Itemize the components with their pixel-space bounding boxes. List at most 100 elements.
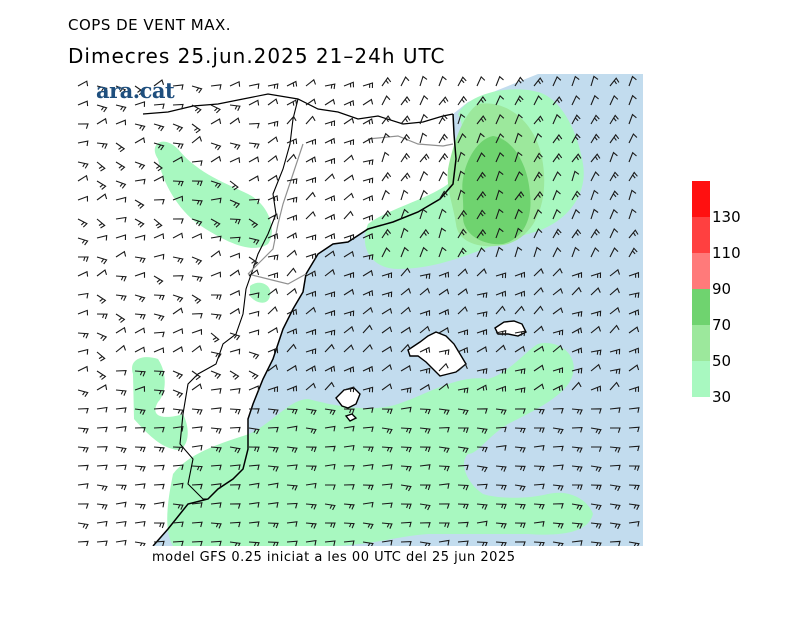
wind-barb	[343, 386, 355, 393]
wind-barb	[495, 246, 504, 258]
wind-barb	[115, 294, 127, 301]
wind-barb	[495, 305, 506, 315]
wind-barb	[134, 370, 146, 377]
wind-barb	[210, 155, 222, 163]
wind-barb	[324, 83, 336, 90]
wind-barb	[248, 122, 260, 129]
wind-barb	[438, 288, 450, 296]
wind-barb	[324, 365, 336, 372]
wind-barb	[305, 306, 317, 315]
wind-barb	[400, 427, 412, 434]
wind-barb	[324, 503, 336, 511]
wind-barb	[457, 464, 469, 471]
wind-barb	[552, 267, 563, 277]
wind-barb	[115, 275, 127, 282]
wind-barb	[153, 522, 165, 529]
wind-barb	[381, 76, 392, 87]
wind-barb	[400, 541, 412, 546]
wind-barb	[172, 142, 184, 149]
wind-barb	[381, 151, 390, 163]
wind-barb	[571, 367, 583, 374]
wind-barb	[134, 503, 146, 510]
wind-barb	[267, 502, 279, 508]
wind-barb	[191, 180, 203, 187]
wind-barb	[400, 465, 412, 472]
wind-barb	[628, 229, 639, 239]
wind-barb	[96, 142, 108, 149]
wind-barb	[400, 406, 412, 413]
wind-barb	[286, 153, 297, 163]
wind-barb	[628, 426, 640, 433]
wind-barb	[134, 541, 146, 546]
wind-barb	[191, 313, 203, 319]
wind-barb	[552, 152, 563, 163]
formentera-island	[344, 413, 358, 422]
wind-barb	[571, 408, 583, 415]
wind-barb	[267, 195, 279, 202]
wind-barb	[248, 83, 260, 89]
wind-barb	[628, 189, 637, 201]
wind-barb	[248, 521, 260, 527]
wind-barb	[77, 174, 89, 182]
wind-barb	[609, 133, 620, 144]
wind-barb	[476, 483, 488, 490]
wind-barb	[514, 387, 526, 393]
wind-barb	[495, 170, 504, 182]
wind-barb	[476, 541, 488, 546]
wind-barb	[457, 133, 467, 144]
wind-barb	[495, 113, 505, 125]
wind-barb	[438, 408, 450, 416]
wind-barb	[286, 178, 298, 184]
wind-barb	[286, 287, 298, 296]
country-border	[142, 93, 454, 125]
wind-barb	[325, 484, 336, 490]
wind-barb	[381, 189, 390, 201]
wind-barb	[210, 502, 222, 508]
wind-barb	[77, 408, 89, 414]
wind-barb	[381, 326, 393, 334]
wind-barb	[191, 104, 202, 114]
wind-barb	[134, 85, 145, 96]
wind-barb	[419, 383, 431, 391]
wind-barb	[324, 540, 336, 546]
wind-barb	[419, 273, 431, 279]
wind-barb	[153, 275, 164, 285]
wind-barb	[628, 484, 640, 491]
wind-barb	[210, 197, 222, 204]
wind-barb	[514, 132, 523, 144]
wind-barb	[172, 232, 184, 239]
wind-barb	[153, 123, 165, 132]
wind-barb	[210, 118, 222, 125]
wind-barb	[248, 385, 260, 392]
wind-barb	[514, 76, 524, 87]
wind-barb	[533, 305, 544, 315]
wind-barb	[381, 483, 393, 490]
wind-barb	[381, 209, 392, 220]
wind-barb	[590, 325, 602, 334]
wind-barb	[419, 503, 431, 511]
wind-barb	[134, 123, 146, 131]
wind-barb	[590, 349, 602, 356]
wind-barb	[324, 343, 335, 353]
wind-barb	[419, 408, 431, 415]
wind-barb	[172, 521, 184, 528]
wind-barb	[476, 346, 488, 353]
wind-barb	[571, 190, 581, 201]
wind-barb	[77, 503, 89, 509]
wind-barb	[229, 348, 241, 355]
wind-barb	[96, 117, 108, 125]
wind-barb	[248, 198, 260, 205]
wind-barb	[400, 208, 409, 220]
wind-barb	[381, 132, 390, 144]
wind-barb	[343, 503, 355, 510]
wind-barb	[381, 522, 393, 529]
wind-barb	[476, 446, 488, 453]
wind-barb	[96, 256, 108, 265]
wind-barb	[191, 502, 203, 508]
wind-barb	[172, 446, 184, 453]
wind-barb	[495, 484, 507, 491]
wind-barb	[419, 427, 431, 434]
wind-barb	[77, 348, 89, 355]
wind-barb	[343, 444, 355, 451]
wind-barb	[533, 95, 543, 106]
